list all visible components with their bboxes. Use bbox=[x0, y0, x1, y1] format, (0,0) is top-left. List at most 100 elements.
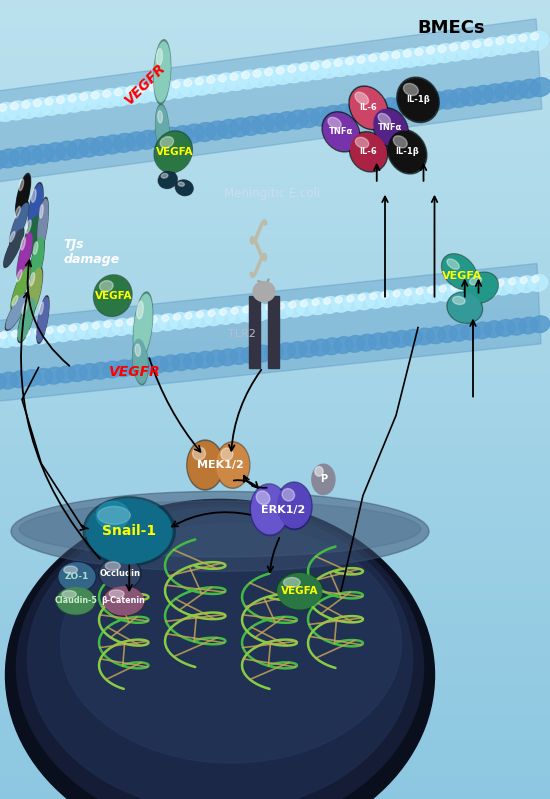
Ellipse shape bbox=[288, 66, 296, 73]
Ellipse shape bbox=[203, 74, 224, 93]
Ellipse shape bbox=[124, 317, 143, 334]
Ellipse shape bbox=[368, 99, 389, 118]
Ellipse shape bbox=[90, 137, 112, 156]
Ellipse shape bbox=[276, 343, 295, 360]
Ellipse shape bbox=[41, 97, 63, 115]
Text: Claudin-5: Claudin-5 bbox=[54, 596, 97, 606]
Ellipse shape bbox=[464, 272, 498, 303]
Ellipse shape bbox=[446, 42, 468, 61]
Ellipse shape bbox=[470, 276, 481, 284]
Ellipse shape bbox=[40, 302, 43, 314]
Ellipse shape bbox=[515, 33, 537, 52]
Ellipse shape bbox=[196, 312, 204, 318]
Ellipse shape bbox=[342, 56, 364, 75]
Ellipse shape bbox=[175, 180, 193, 196]
Ellipse shape bbox=[12, 267, 30, 308]
Bar bbox=[0, 372, 550, 376]
Ellipse shape bbox=[252, 115, 274, 133]
Bar bbox=[0, 547, 550, 551]
Ellipse shape bbox=[33, 368, 53, 385]
Bar bbox=[0, 411, 550, 415]
Ellipse shape bbox=[508, 36, 515, 43]
Ellipse shape bbox=[345, 102, 366, 121]
Ellipse shape bbox=[320, 296, 339, 313]
Ellipse shape bbox=[530, 316, 549, 332]
Bar bbox=[0, 499, 550, 503]
Ellipse shape bbox=[158, 171, 177, 189]
Ellipse shape bbox=[336, 296, 342, 303]
Ellipse shape bbox=[113, 133, 135, 153]
Ellipse shape bbox=[208, 310, 215, 316]
Bar bbox=[0, 527, 550, 531]
Ellipse shape bbox=[157, 81, 178, 100]
Ellipse shape bbox=[322, 112, 360, 152]
Ellipse shape bbox=[496, 320, 515, 336]
Ellipse shape bbox=[517, 276, 536, 292]
Ellipse shape bbox=[387, 129, 427, 174]
Ellipse shape bbox=[493, 278, 513, 295]
Ellipse shape bbox=[46, 328, 53, 334]
Bar bbox=[0, 196, 550, 200]
Ellipse shape bbox=[355, 92, 368, 105]
Ellipse shape bbox=[349, 86, 388, 129]
Text: TNFα: TNFα bbox=[378, 123, 403, 133]
Ellipse shape bbox=[59, 562, 95, 591]
Ellipse shape bbox=[133, 338, 148, 384]
Bar bbox=[0, 615, 550, 619]
Bar bbox=[0, 695, 550, 699]
Ellipse shape bbox=[56, 366, 76, 383]
Ellipse shape bbox=[531, 33, 538, 40]
Bar bbox=[0, 64, 550, 68]
Ellipse shape bbox=[473, 41, 481, 48]
Ellipse shape bbox=[149, 356, 168, 373]
Ellipse shape bbox=[365, 53, 387, 72]
Ellipse shape bbox=[103, 90, 111, 97]
Ellipse shape bbox=[278, 574, 322, 609]
Ellipse shape bbox=[149, 84, 157, 91]
Ellipse shape bbox=[266, 304, 273, 311]
Ellipse shape bbox=[10, 204, 28, 244]
Ellipse shape bbox=[161, 82, 168, 89]
Bar bbox=[0, 471, 550, 475]
Ellipse shape bbox=[98, 507, 130, 524]
Bar bbox=[0, 88, 550, 92]
Bar bbox=[0, 352, 550, 356]
Ellipse shape bbox=[161, 355, 180, 372]
Ellipse shape bbox=[89, 321, 108, 338]
Ellipse shape bbox=[311, 339, 330, 356]
Ellipse shape bbox=[276, 67, 284, 74]
Ellipse shape bbox=[66, 324, 85, 340]
Bar bbox=[0, 32, 550, 36]
Ellipse shape bbox=[322, 105, 343, 125]
Ellipse shape bbox=[428, 287, 435, 293]
Ellipse shape bbox=[21, 146, 43, 165]
Ellipse shape bbox=[112, 319, 131, 336]
Bar bbox=[0, 16, 550, 20]
Ellipse shape bbox=[295, 62, 317, 81]
Bar bbox=[0, 723, 550, 727]
Ellipse shape bbox=[58, 562, 96, 592]
Ellipse shape bbox=[18, 233, 32, 278]
Ellipse shape bbox=[0, 331, 16, 348]
Ellipse shape bbox=[322, 338, 342, 355]
Ellipse shape bbox=[457, 41, 479, 59]
Ellipse shape bbox=[474, 282, 481, 288]
Bar bbox=[0, 675, 550, 679]
Ellipse shape bbox=[277, 303, 284, 309]
Ellipse shape bbox=[256, 491, 270, 505]
Ellipse shape bbox=[309, 298, 328, 315]
Bar bbox=[0, 715, 550, 719]
Bar bbox=[0, 591, 550, 595]
Ellipse shape bbox=[301, 300, 307, 307]
Bar bbox=[0, 4, 550, 8]
Ellipse shape bbox=[241, 72, 250, 79]
Bar bbox=[0, 368, 550, 372]
Bar bbox=[0, 380, 550, 384]
Ellipse shape bbox=[30, 272, 35, 286]
Ellipse shape bbox=[207, 350, 226, 367]
Ellipse shape bbox=[411, 47, 433, 66]
Ellipse shape bbox=[31, 236, 44, 284]
Bar bbox=[0, 631, 550, 635]
Ellipse shape bbox=[214, 74, 236, 92]
Ellipse shape bbox=[226, 72, 248, 90]
